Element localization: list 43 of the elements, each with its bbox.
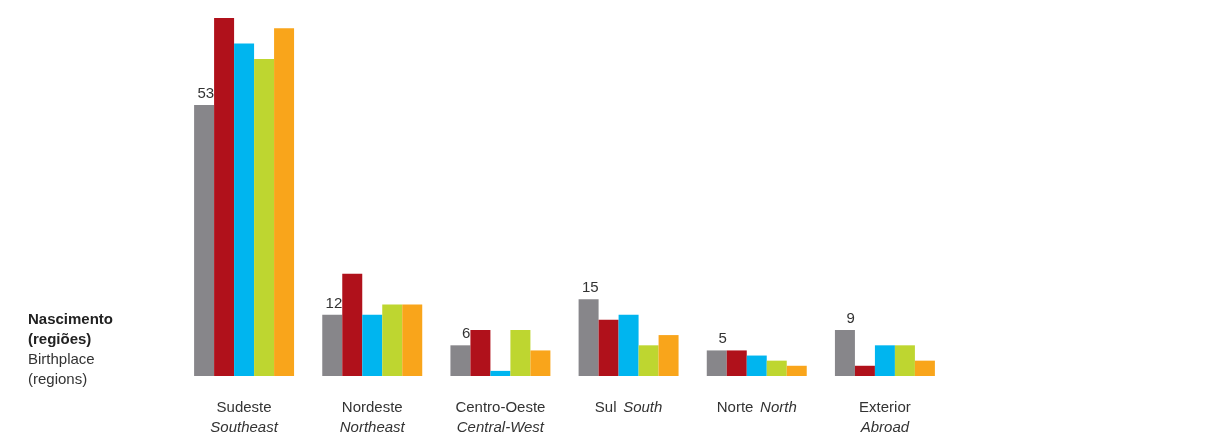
bar [490, 370, 511, 376]
x-tick-label: Exterior Abroad [859, 397, 911, 435]
data-label: 5 [718, 329, 727, 347]
bar [274, 28, 295, 376]
bar [598, 319, 619, 376]
bar [914, 360, 935, 376]
bar [450, 345, 471, 376]
x-tick-label: Sul South [594, 397, 663, 415]
bar [834, 329, 855, 376]
bar [194, 104, 215, 376]
bar [214, 18, 235, 376]
bar [342, 273, 363, 376]
data-label: 15 [581, 278, 599, 296]
bar [510, 329, 531, 376]
bar [382, 304, 403, 376]
bar [254, 58, 275, 376]
bar [746, 355, 767, 376]
bar [766, 360, 787, 376]
bar [726, 350, 747, 376]
bar [854, 365, 875, 376]
bar [894, 345, 915, 376]
data-label: 6 [462, 324, 471, 342]
x-tick-label: Sudeste Southeast [210, 397, 279, 435]
bar [530, 350, 551, 376]
bar [578, 299, 599, 376]
bar [362, 314, 383, 376]
x-tick-label: Centro-Oeste Central-West [455, 397, 546, 435]
bar [874, 345, 895, 376]
bar [638, 345, 659, 376]
bar [470, 329, 491, 376]
bar [706, 350, 727, 376]
bar [658, 335, 679, 376]
x-tick-label: Nordeste Northeast [339, 397, 406, 435]
bar [786, 365, 807, 376]
x-tick-label: Norte North [716, 397, 797, 415]
data-label: 9 [846, 308, 855, 326]
data-label: 53 [197, 83, 215, 101]
bar [618, 314, 639, 376]
y-axis-title: Nascimento (regiões) Birthplace (regions) [28, 310, 114, 387]
bar [234, 43, 255, 376]
bar [322, 314, 343, 376]
bar [402, 304, 423, 376]
data-label: 12 [325, 293, 343, 311]
